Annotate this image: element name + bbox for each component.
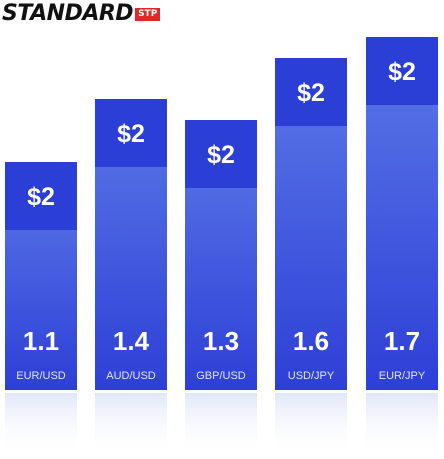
bar-group: $2 1.7 EUR/JPY (366, 37, 438, 457)
bar-top-label: $2 (207, 141, 235, 169)
bar-category-label: AUD/USD (106, 370, 156, 382)
bar-reflection (366, 393, 438, 457)
bar-top-label: $2 (297, 79, 325, 107)
brand-badge: STP (135, 8, 161, 21)
bar-group: $2 1.4 AUD/USD (95, 99, 167, 457)
bar-category-label: USD/JPY (288, 370, 335, 382)
bar-category-label: EUR/JPY (379, 370, 426, 382)
bar-group: $2 1.1 EUR/USD (5, 162, 77, 457)
bar-value-label: 1.6 (293, 326, 329, 356)
bar-top-block (95, 99, 167, 167)
bar-value-label: 1.1 (23, 326, 59, 356)
bar-group: $2 1.3 GBP/USD (185, 120, 257, 457)
bar-top-label: $2 (388, 58, 416, 86)
bar-reflection (185, 393, 257, 457)
bar-group: $2 1.6 USD/JPY (275, 58, 347, 457)
bar-top-label: $2 (27, 183, 55, 211)
bar-top-block (185, 120, 257, 188)
bar-top-block (5, 162, 77, 230)
brand-logo: STANDARD STP (2, 1, 161, 28)
bar-value-label: 1.4 (113, 326, 150, 356)
bar-top-block (275, 58, 347, 126)
bar-value-label: 1.3 (203, 326, 239, 356)
bar-top-label: $2 (117, 120, 145, 148)
bar-reflection (95, 393, 167, 457)
bar-value-label: 1.7 (384, 326, 420, 356)
bar-reflection (5, 393, 77, 457)
bar-top-block (366, 37, 438, 105)
bar-category-label: EUR/USD (16, 370, 66, 382)
bar-category-label: GBP/USD (196, 370, 246, 382)
brand-name: STANDARD (2, 1, 134, 26)
bar-reflection (275, 393, 347, 457)
